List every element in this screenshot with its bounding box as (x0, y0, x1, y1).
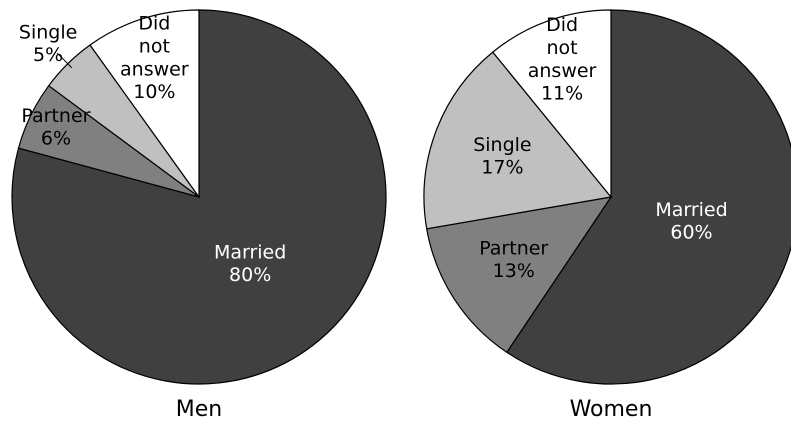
slice-label: Did not answer (528, 14, 597, 82)
slice-label: Single (19, 21, 77, 43)
pie-slice (423, 51, 613, 230)
slice-value-label: 11% (541, 83, 583, 105)
slice-value-label: 60% (670, 222, 712, 244)
pie-slice (505, 9, 791, 385)
slice-label: Did not answer (120, 12, 189, 80)
slice-value-label: 13% (493, 260, 535, 282)
leader-line (56, 52, 73, 69)
slice-label: Partner (479, 237, 548, 259)
pie-slice (89, 9, 200, 199)
slice-value-label: 10% (133, 81, 175, 103)
slice-value-label: 5% (33, 44, 63, 66)
slice-label: Married (214, 241, 286, 263)
slice-label: Single (473, 133, 531, 155)
slice-value-label: 80% (229, 264, 271, 286)
pie-slice (491, 9, 612, 199)
slice-label: Partner (21, 105, 90, 127)
chart-title: Men (176, 397, 222, 422)
pie-slice (426, 196, 613, 354)
chart-title: Women (570, 397, 653, 422)
slice-label: Married (655, 199, 727, 221)
slice-value-label: 6% (41, 128, 71, 150)
slice-value-label: 17% (481, 156, 523, 178)
